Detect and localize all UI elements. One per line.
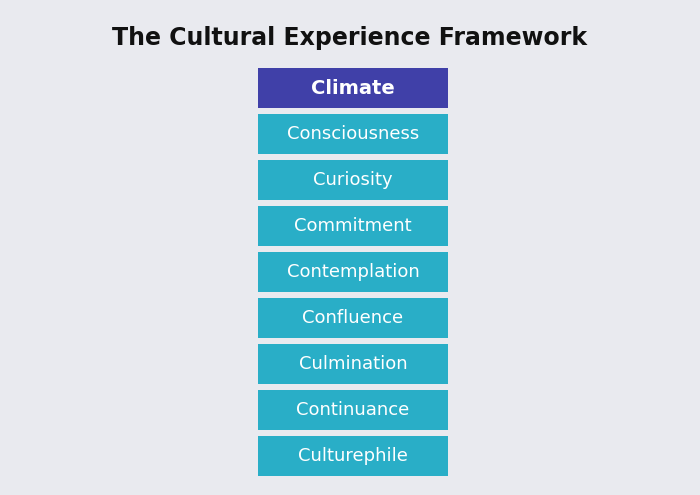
FancyBboxPatch shape <box>258 344 448 384</box>
Text: Consciousness: Consciousness <box>287 125 419 143</box>
FancyBboxPatch shape <box>258 298 448 338</box>
Text: Commitment: Commitment <box>294 217 412 235</box>
Text: Curiosity: Curiosity <box>313 171 393 189</box>
FancyBboxPatch shape <box>258 160 448 200</box>
Text: Culmination: Culmination <box>299 355 407 373</box>
Text: The Cultural Experience Framework: The Cultural Experience Framework <box>113 26 587 50</box>
Text: Contemplation: Contemplation <box>286 263 419 281</box>
FancyBboxPatch shape <box>258 436 448 476</box>
FancyBboxPatch shape <box>258 114 448 154</box>
Text: Confluence: Confluence <box>302 309 404 327</box>
FancyBboxPatch shape <box>258 68 448 108</box>
FancyBboxPatch shape <box>258 206 448 246</box>
FancyBboxPatch shape <box>258 390 448 430</box>
Text: Continuance: Continuance <box>296 401 409 419</box>
FancyBboxPatch shape <box>258 252 448 292</box>
Text: Culturephile: Culturephile <box>298 447 408 465</box>
Text: Climate: Climate <box>311 79 395 98</box>
